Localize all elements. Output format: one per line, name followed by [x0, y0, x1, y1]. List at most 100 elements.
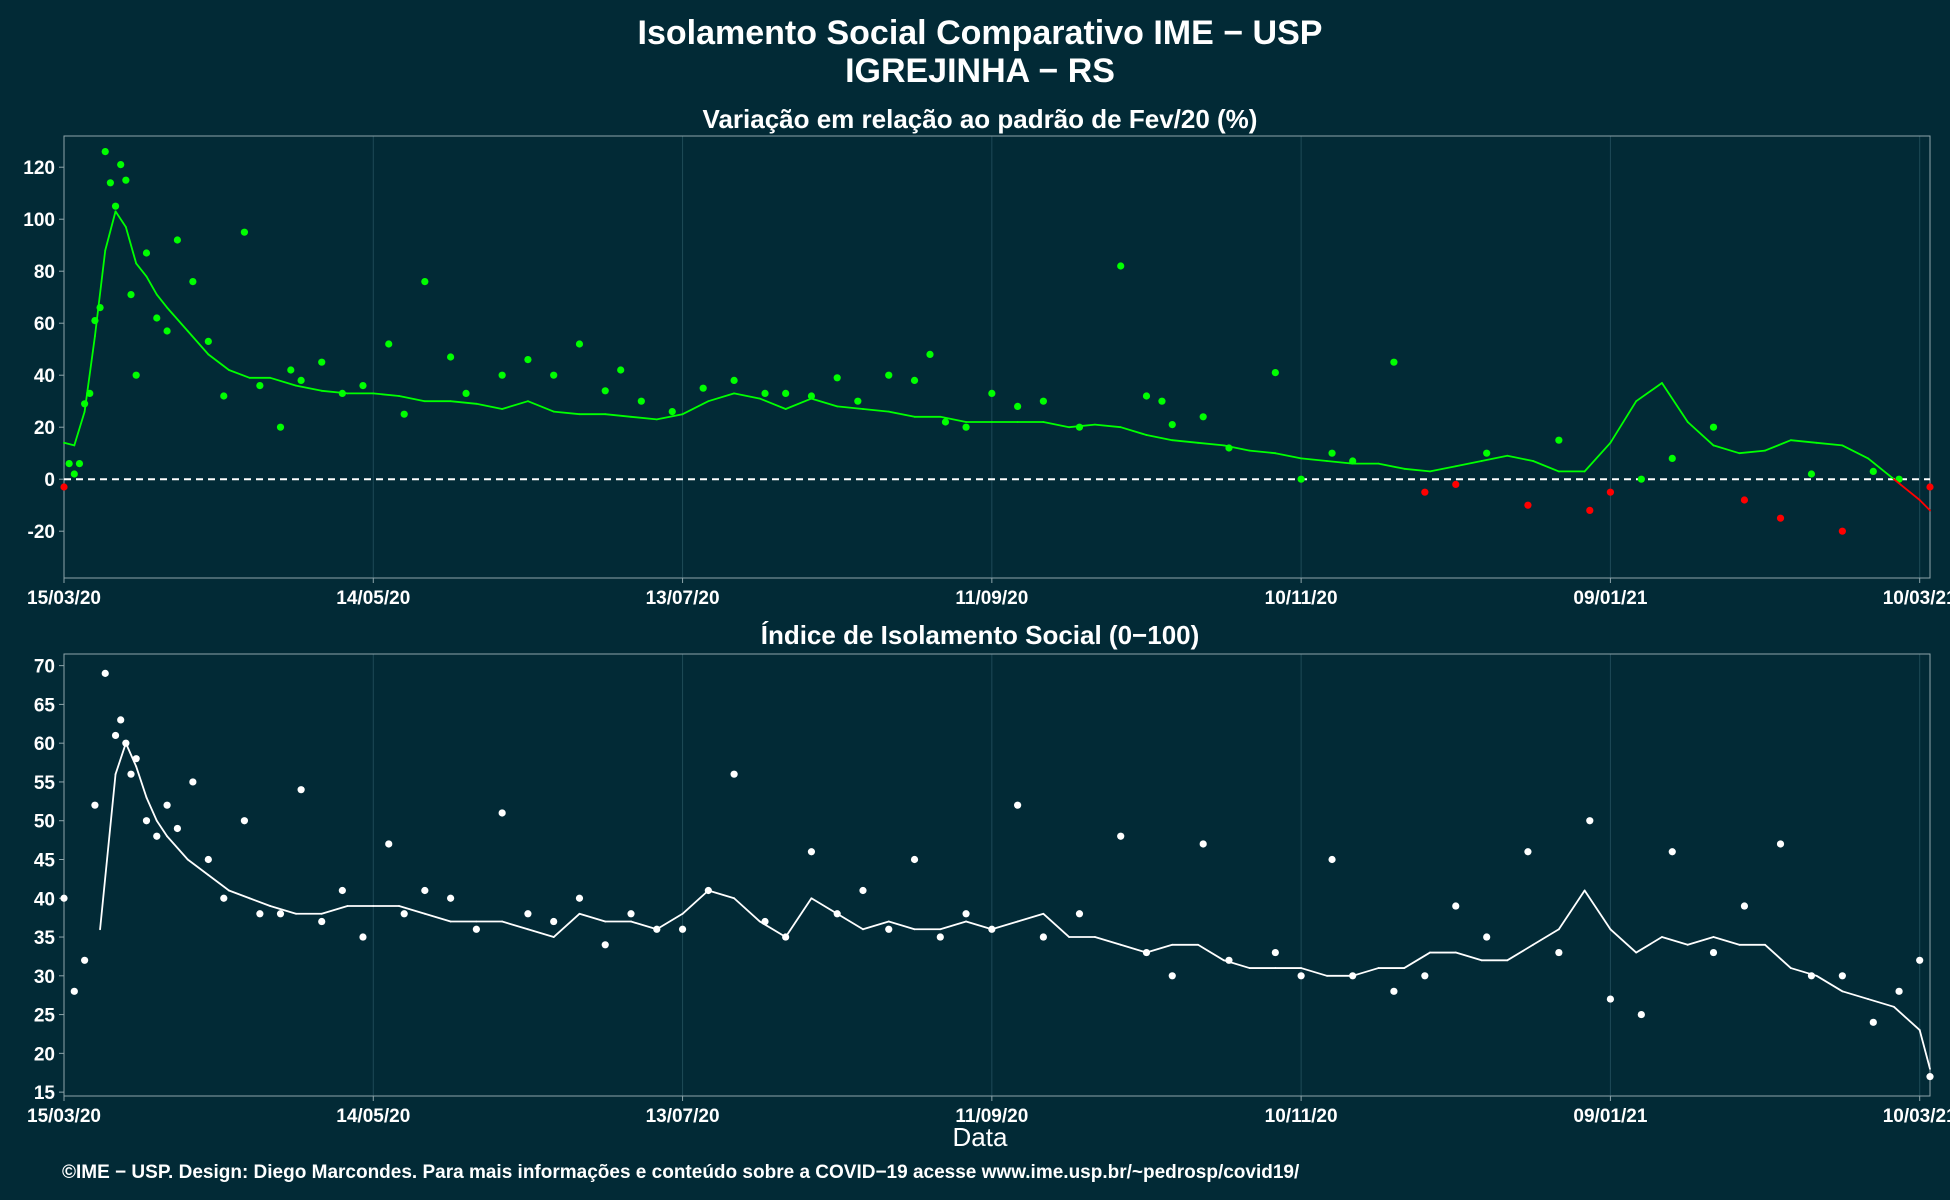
moving-average-segment	[887, 410, 916, 418]
data-point	[173, 824, 182, 833]
moving-average-segment	[94, 249, 107, 338]
moving-average-segment	[1274, 452, 1303, 460]
data-point	[1869, 467, 1877, 475]
data-point	[60, 483, 68, 491]
moving-average-segment	[1506, 943, 1534, 962]
y-tick-label: 40	[34, 366, 55, 387]
moving-average-segment	[836, 912, 864, 931]
moving-average-segment	[269, 905, 297, 915]
moving-average-segment	[1377, 462, 1406, 470]
data-point	[81, 956, 89, 964]
data-point	[601, 387, 609, 395]
moving-average-segment	[1893, 478, 1921, 501]
moving-average-segment	[124, 742, 138, 768]
plot-frame	[63, 135, 1931, 579]
data-point	[220, 392, 228, 400]
moving-average-segment	[1712, 936, 1741, 946]
moving-average-segment	[733, 897, 761, 923]
data-point	[807, 392, 816, 400]
moving-average-segment	[207, 874, 230, 892]
data-point	[60, 894, 68, 902]
data-point	[524, 356, 532, 364]
moving-average-segment	[862, 920, 890, 931]
data-point	[447, 894, 455, 902]
data-point	[550, 371, 558, 379]
moving-average-segment	[1712, 444, 1741, 455]
moving-average-segment	[836, 405, 864, 410]
moving-average-segment	[862, 408, 890, 413]
moving-average-segment	[758, 920, 787, 938]
moving-average-segment	[114, 742, 127, 776]
data-point	[91, 801, 99, 809]
data-point	[668, 408, 676, 416]
moving-average-segment	[295, 384, 323, 392]
data-point	[101, 669, 109, 677]
data-point	[1838, 972, 1846, 980]
moving-average-segment	[1197, 943, 1225, 962]
data-point	[297, 376, 305, 384]
moving-average-segment	[73, 410, 86, 447]
data-point	[447, 353, 455, 361]
moving-average-segment	[784, 897, 813, 938]
footer-caption: ©IME − USP. Design: Diego Marcondes. Par…	[62, 1162, 1300, 1183]
moving-average-segment	[1583, 441, 1612, 473]
moving-average-segment	[1197, 441, 1225, 447]
data-point	[807, 848, 816, 856]
moving-average-segment	[784, 397, 813, 410]
data-point	[70, 987, 78, 995]
data-point	[142, 249, 151, 257]
data-point	[910, 855, 919, 864]
data-point	[276, 910, 285, 918]
data-point	[524, 910, 532, 918]
moving-average-segment	[1661, 936, 1689, 946]
moving-average-segment	[1094, 936, 1122, 946]
moving-average-segment	[155, 293, 168, 309]
moving-average-segment	[655, 912, 684, 931]
data-point	[678, 925, 687, 933]
moving-average-segment	[135, 262, 148, 278]
moving-average-segment	[810, 397, 839, 408]
moving-average-segment	[1300, 457, 1328, 462]
data-point	[385, 840, 393, 848]
moving-average-segment	[733, 392, 761, 400]
panel1-title: Variação em relação ao padrão de Fev/20 …	[703, 104, 1258, 134]
moving-average-segment	[207, 353, 230, 371]
data-point	[122, 176, 130, 184]
data-point	[287, 366, 295, 374]
moving-average-segment	[104, 210, 117, 252]
moving-average-segment	[1635, 382, 1663, 403]
moving-average-segment	[449, 400, 478, 405]
moving-average-segment	[423, 912, 452, 923]
moving-average-segment	[1326, 460, 1354, 465]
data-point	[1709, 948, 1718, 957]
data-point	[601, 941, 609, 949]
data-point	[617, 366, 625, 374]
moving-average-segment	[1403, 951, 1431, 969]
data-point	[1586, 817, 1594, 825]
moving-average-segment	[1119, 943, 1148, 954]
moving-average-segment	[630, 415, 658, 421]
data-point	[1916, 956, 1924, 964]
data-point	[111, 731, 120, 740]
moving-average-segment	[1557, 889, 1586, 931]
moving-average-segment	[527, 400, 555, 413]
data-point	[1168, 972, 1176, 980]
data-point	[400, 410, 408, 418]
data-point	[962, 910, 970, 918]
data-point	[117, 161, 125, 169]
moving-average-segment	[965, 920, 993, 931]
data-point	[1014, 801, 1022, 809]
moving-average-segment	[398, 395, 426, 403]
data-point	[1075, 910, 1084, 918]
data-point	[1555, 948, 1563, 957]
data-point	[240, 817, 249, 825]
data-point	[1158, 397, 1166, 405]
data-point	[359, 382, 367, 390]
moving-average-segment	[320, 905, 349, 915]
x-tick-label: 15/03/20	[27, 1106, 101, 1127]
x-tick-label: 10/11/20	[1265, 588, 1338, 609]
moving-average-segment	[1454, 951, 1483, 962]
y-tick-label: 20	[34, 1044, 55, 1065]
y-tick-label: 65	[34, 695, 56, 716]
data-point	[1328, 855, 1336, 864]
